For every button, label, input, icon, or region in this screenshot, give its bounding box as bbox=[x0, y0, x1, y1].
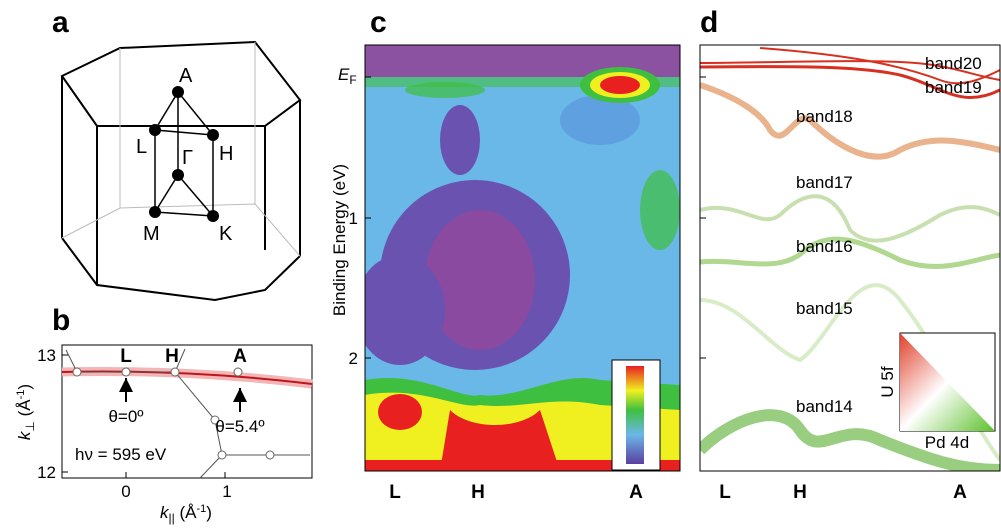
figure: a A L H Γ M K b 13 12 0 1 k⊥ (Å-1) k|| (… bbox=[0, 0, 1001, 526]
x-point-label: H bbox=[471, 482, 485, 503]
x-point-label: A bbox=[629, 482, 643, 503]
point-label: L bbox=[120, 346, 132, 367]
band-label: band20 bbox=[925, 54, 982, 73]
y-tick-label: 2 bbox=[349, 349, 358, 368]
panel-label: d bbox=[700, 6, 718, 39]
x-point-label: H bbox=[793, 482, 807, 503]
band-label: band14 bbox=[796, 397, 853, 416]
annotation: θ=5.4º bbox=[215, 417, 264, 436]
y-tick-label: 13 bbox=[37, 346, 56, 365]
x-point-label: L bbox=[389, 482, 401, 503]
point-label: A bbox=[179, 65, 193, 87]
x-point-label: L bbox=[719, 482, 731, 503]
point-label: Γ bbox=[182, 147, 193, 169]
point-label: L bbox=[136, 136, 147, 158]
x-axis-title: k|| (Å-1) bbox=[160, 503, 212, 525]
ticks bbox=[700, 77, 706, 358]
y-tick-label: 12 bbox=[37, 463, 56, 482]
point-label: H bbox=[219, 143, 233, 165]
legend-vertical: U 5f bbox=[878, 366, 897, 397]
panel-label: c bbox=[370, 6, 387, 39]
band-label: band15 bbox=[796, 299, 853, 318]
point-label: M bbox=[143, 223, 160, 245]
x-tick-label: 1 bbox=[222, 482, 231, 501]
x-tick-label: 0 bbox=[121, 482, 130, 501]
ef-label: EF bbox=[338, 65, 357, 87]
band-label: band18 bbox=[796, 107, 853, 126]
band-label: band17 bbox=[796, 173, 853, 192]
y-axis-title: Binding Energy (eV) bbox=[330, 164, 349, 316]
panel-label: b bbox=[52, 304, 70, 337]
point-label: H bbox=[165, 346, 179, 367]
point-label: A bbox=[233, 346, 247, 367]
legend-horizontal: Pd 4d bbox=[925, 433, 969, 452]
y-tick-label: 1 bbox=[349, 209, 358, 228]
band-label: band19 bbox=[925, 78, 982, 97]
panel-label: a bbox=[52, 6, 69, 39]
x-point-label: A bbox=[953, 482, 967, 503]
point-label: K bbox=[219, 223, 233, 245]
band-label: band16 bbox=[796, 237, 853, 256]
annotation: θ=0º bbox=[108, 407, 143, 426]
y-axis-title: k⊥ (Å-1) bbox=[15, 384, 37, 440]
colorbar bbox=[626, 366, 644, 464]
annotation: hν = 595 eV bbox=[75, 445, 167, 464]
